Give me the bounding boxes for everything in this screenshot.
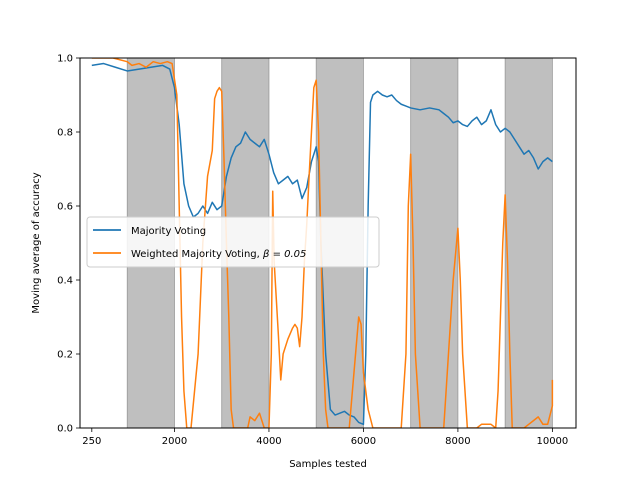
plot-area — [91, 58, 554, 428]
shaded-region-5 — [504, 57, 553, 429]
y-tick-label: 0.4 — [57, 276, 73, 287]
shaded-region-4 — [410, 57, 459, 429]
x-tick-label: 6000 — [351, 436, 376, 447]
legend-label-1: Majority Voting — [131, 226, 206, 237]
y-tick-label: 0.6 — [57, 202, 73, 213]
y-tick-label: 1.0 — [57, 54, 73, 65]
y-axis-ticks: 0.0 0.2 0.4 0.6 0.8 1.0 — [57, 54, 80, 435]
legend-label-prefix: Weighted Majority Voting, — [131, 249, 263, 260]
x-tick-label: 2000 — [162, 436, 187, 447]
axes-frame — [79, 57, 577, 429]
x-tick-label: 10000 — [536, 436, 568, 447]
x-tick-label: 4000 — [256, 436, 281, 447]
legend-label-math: β = 0.05 — [262, 249, 306, 260]
x-tick-label: 8000 — [445, 436, 470, 447]
series-lines — [91, 58, 554, 428]
series-line-2 — [91, 58, 554, 428]
x-tick-label: 250 — [82, 436, 101, 447]
legend-label-2: Weighted Majority Voting, β = 0.05 — [131, 249, 306, 260]
x-axis-ticks: 250 2000 4000 6000 8000 10000 — [82, 428, 568, 447]
y-tick-label: 0.2 — [57, 350, 73, 361]
legend-box — [86, 216, 380, 268]
y-tick-label: 0.0 — [57, 424, 73, 435]
legend: Majority Voting Weighted Majority Voting,… — [86, 216, 380, 268]
y-axis-label: Moving average of accuracy — [31, 172, 42, 313]
x-axis-label: Samples tested — [289, 459, 367, 470]
y-tick-label: 0.8 — [57, 128, 73, 139]
series-line-1 — [91, 62, 553, 426]
